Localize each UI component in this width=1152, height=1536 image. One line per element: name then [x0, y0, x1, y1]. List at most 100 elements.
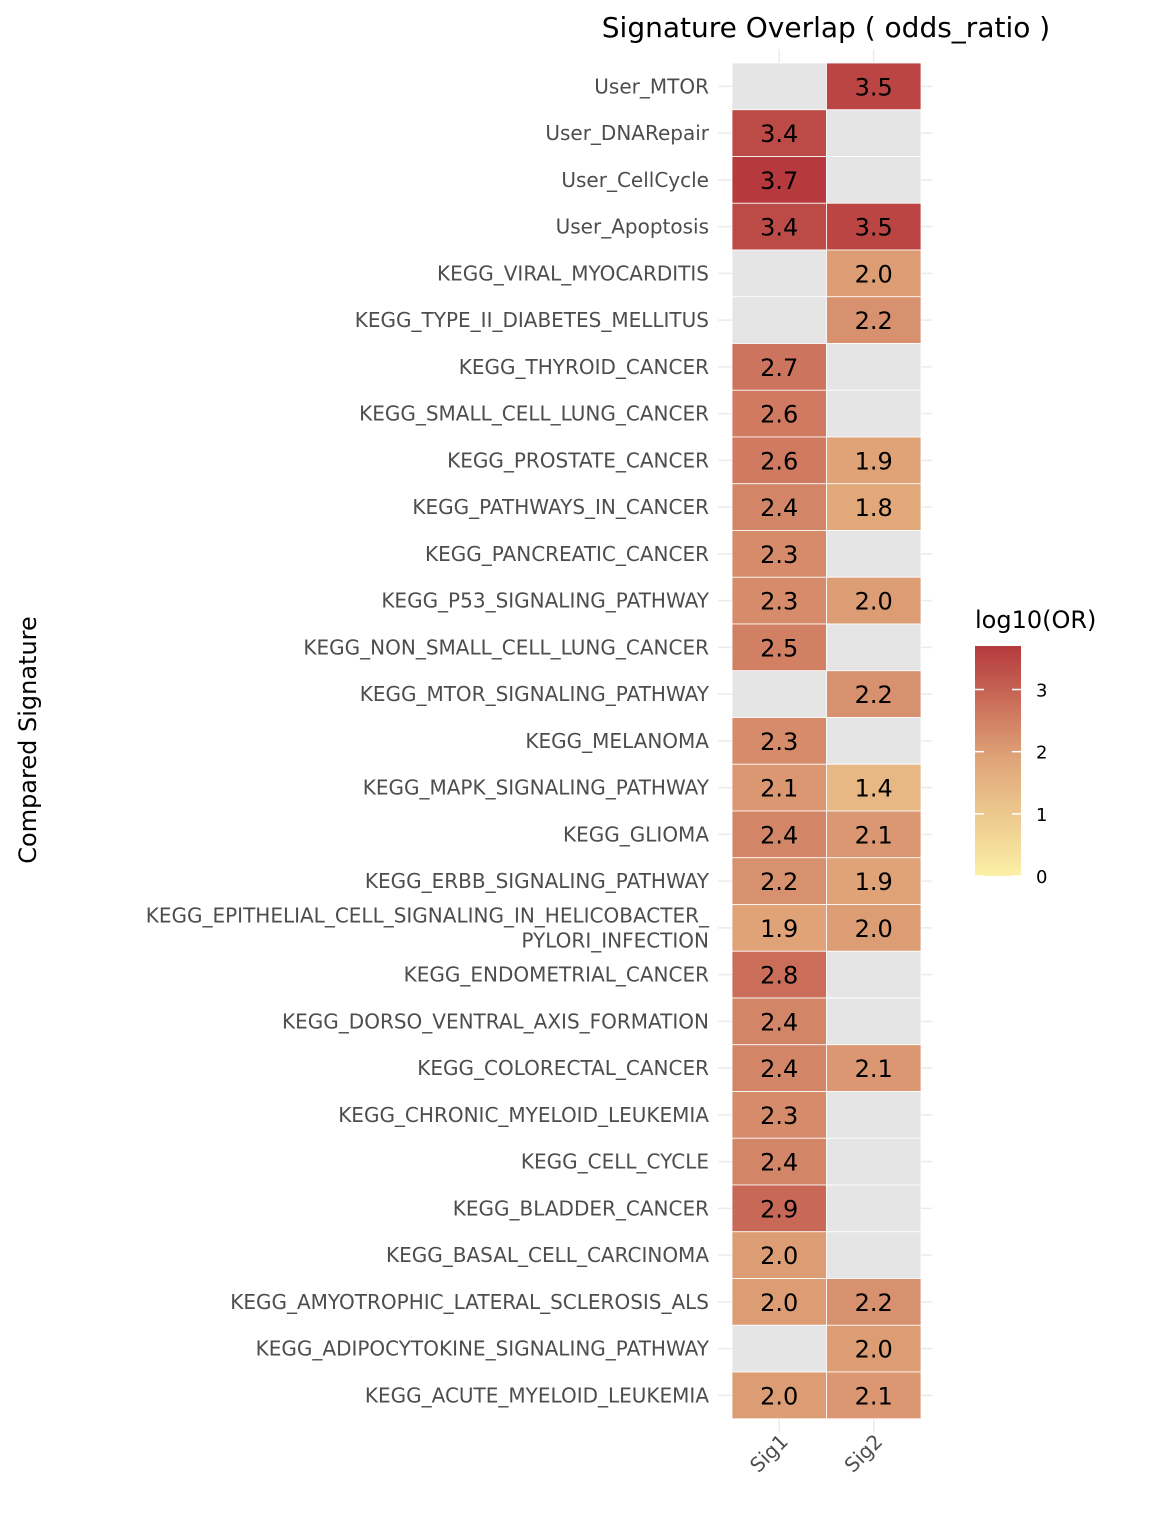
row-label: User_CellCycle [561, 168, 709, 192]
cell-value-label: 1.9 [760, 915, 798, 943]
cell-value-label: 2.4 [760, 1008, 798, 1036]
cell-value-label: 2.3 [760, 588, 798, 616]
heatmap-cell [731, 1184, 827, 1233]
cell-value-label: 2.3 [760, 541, 798, 569]
heatmap-cell [826, 623, 922, 672]
heatmap-cell [826, 249, 922, 298]
row-label: User_Apoptosis [556, 215, 709, 239]
cell-value-label: 2.0 [855, 915, 893, 943]
cell-value-label: 2.9 [760, 1195, 798, 1223]
cell-value-label: 3.7 [760, 167, 798, 195]
legend-tick-label: 2 [1036, 743, 1047, 764]
legend-tick-label: 3 [1036, 681, 1047, 702]
cell-value-label: 2.2 [760, 868, 798, 896]
cell-value-label: 2.2 [855, 307, 893, 335]
cell-value-label: 3.5 [855, 214, 893, 242]
row-label: KEGG_NON_SMALL_CELL_LUNG_CANCER [303, 635, 709, 659]
heatmap-cell [731, 343, 827, 391]
heatmap-cell [826, 483, 922, 531]
cell-value-label: 2.3 [760, 1102, 798, 1130]
heatmap-cell [731, 623, 827, 672]
heatmap-cell [731, 483, 827, 531]
row-label: KEGG_PATHWAYS_IN_CANCER [412, 495, 709, 519]
row-label: KEGG_ADIPOCYTOKINE_SIGNALING_PATHWAY [256, 1337, 710, 1361]
heatmap-cell [731, 296, 827, 344]
heatmap-cell [731, 1137, 827, 1186]
row-label: KEGG_GLIOMA [563, 822, 709, 846]
heatmap-cell [731, 576, 827, 625]
row-label: KEGG_THYROID_CANCER [459, 355, 709, 379]
heatmap-cell [731, 950, 827, 999]
row-label: KEGG_ENDOMETRIAL_CANCER [404, 963, 709, 987]
row-label: KEGG_DORSO_VENTRAL_AXIS_FORMATION [282, 1009, 709, 1033]
cell-value-label: 1.9 [855, 447, 893, 475]
row-label: KEGG_P53_SIGNALING_PATHWAY [381, 589, 709, 613]
color-legend: log10(OR) 0 1 2 3 [975, 606, 1096, 888]
cell-value-label: 2.5 [760, 634, 798, 662]
legend-tick-label: 1 [1036, 805, 1047, 826]
cell-value-label: 2.0 [760, 1382, 798, 1410]
heatmap-cell [826, 202, 922, 251]
heatmap-cell [731, 62, 827, 111]
row-label: KEGG_SMALL_CELL_LUNG_CANCER [359, 402, 709, 426]
cell-value-label: 2.0 [760, 1289, 798, 1317]
cell-value-label: 2.6 [760, 447, 798, 475]
cell-value-label: 1.8 [855, 494, 893, 522]
cell-value-label: 2.2 [855, 681, 893, 709]
cell-value-label: 2.7 [760, 354, 798, 382]
heatmap-cell [826, 1231, 922, 1279]
heatmap-cell [826, 717, 922, 765]
cell-value-label: 2.1 [855, 1055, 893, 1083]
heatmap-cell [826, 763, 922, 812]
row-label: KEGG_CHRONIC_MYELOID_LEUKEMIA [338, 1103, 709, 1127]
cell-value-label: 2.0 [760, 1242, 798, 1270]
row-label: KEGG_BASAL_CELL_CARCINOMA [386, 1243, 709, 1267]
heatmap-cell [826, 1371, 922, 1420]
heatmap-cell [826, 810, 922, 859]
heatmap-cell [826, 109, 922, 157]
row-label: KEGG_ACUTE_MYELOID_LEUKEMIA [365, 1383, 709, 1407]
heatmap-cell [731, 1091, 827, 1139]
heatmap-cell [826, 436, 922, 485]
legend-color-bar [975, 646, 1021, 876]
row-label: KEGG_MAPK_SIGNALING_PATHWAY [363, 776, 710, 800]
heatmap-cell [826, 950, 922, 999]
cell-value-label: 1.9 [855, 868, 893, 896]
cell-value-label: 2.4 [760, 1149, 798, 1177]
heatmap-cell [731, 249, 827, 298]
cell-value-label: 2.0 [855, 260, 893, 288]
heatmap-cell [731, 1324, 827, 1373]
row-label: KEGG_MELANOMA [525, 729, 709, 753]
cell-value-label: 2.1 [855, 1382, 893, 1410]
heatmap-cell [731, 1371, 827, 1420]
row-label: KEGG_VIRAL_MYOCARDITIS [437, 261, 709, 285]
cell-value-label: 2.8 [760, 962, 798, 990]
heatmap-cell [731, 530, 827, 578]
cell-value-label: 2.6 [760, 401, 798, 429]
chart-title: Signature Overlap ( odds_ratio ) [602, 11, 1050, 44]
heatmap-cell [826, 530, 922, 578]
row-label: User_DNARepair [545, 121, 709, 145]
row-label: KEGG_COLORECTAL_CANCER [417, 1056, 709, 1080]
legend-title: log10(OR) [975, 606, 1096, 634]
cell-value-label: 2.1 [760, 775, 798, 803]
row-label: KEGG_BLADDER_CANCER [453, 1196, 709, 1220]
heatmap-cell [826, 1278, 922, 1326]
heatmap-cell [731, 389, 827, 438]
heatmap-cell [826, 1184, 922, 1233]
row-label: KEGG_ERBB_SIGNALING_PATHWAY [365, 869, 710, 893]
heatmap-cell [731, 717, 827, 765]
row-label: KEGG_EPITHELIAL_CELL_SIGNALING_IN_HELICO… [146, 903, 710, 952]
legend-tick-label: 0 [1036, 867, 1047, 888]
heatmap-cell [826, 62, 922, 111]
row-label: KEGG_CELL_CYCLE [521, 1150, 709, 1174]
heatmap-cell [731, 436, 827, 485]
heatmap-cell [826, 1324, 922, 1373]
cell-value-label: 2.0 [855, 1336, 893, 1364]
cell-value-label: 2.1 [855, 821, 893, 849]
heatmap-cell [826, 997, 922, 1046]
heatmap-cell [826, 156, 922, 204]
heatmap-cell [826, 1091, 922, 1139]
